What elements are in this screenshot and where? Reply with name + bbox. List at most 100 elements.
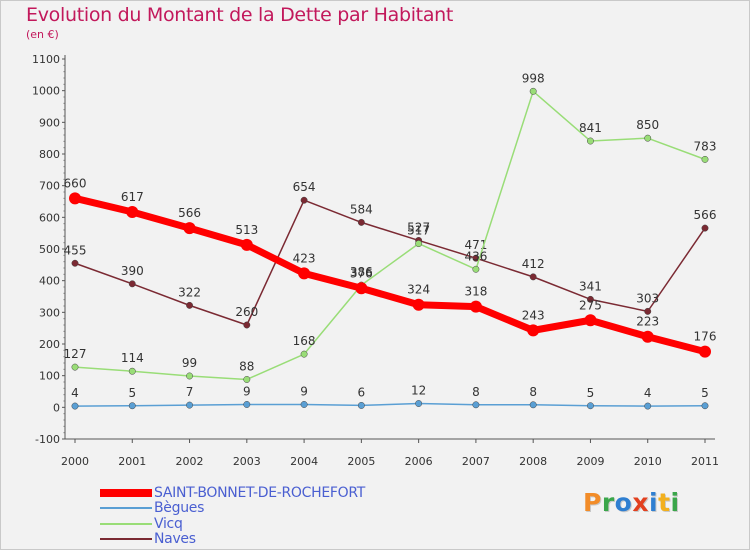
data-point-begues xyxy=(472,401,480,409)
data-point-begues xyxy=(300,401,308,408)
data-label-vicq: 168 xyxy=(293,334,316,348)
data-point-saint-bonnet-de-rochefort xyxy=(183,222,196,235)
data-point-begues xyxy=(644,402,652,410)
x-tick-label: 2001 xyxy=(118,455,146,468)
data-point-begues xyxy=(243,401,251,408)
data-point-begues xyxy=(415,400,423,407)
data-point-naves xyxy=(300,196,308,204)
data-point-begues xyxy=(357,401,365,409)
data-label-vicq: 998 xyxy=(522,71,545,85)
y-tick-label: 1100 xyxy=(32,53,60,66)
legend-item: Naves xyxy=(100,531,365,547)
data-label-naves: 303 xyxy=(636,291,659,305)
data-point-begues xyxy=(186,401,193,409)
data-label-vicq: 99 xyxy=(182,356,197,370)
data-label-begues: 4 xyxy=(71,386,79,400)
chart-legend: SAINT-BONNET-DE-ROCHEFORT Bègues Vicq Naves xyxy=(100,485,365,547)
series-line-saint-bonnet-de-rochefort xyxy=(71,194,709,356)
data-label-naves: 390 xyxy=(121,264,144,278)
series-line-vicq xyxy=(74,90,706,381)
data-label-begues: 6 xyxy=(358,385,366,399)
data-label-saint-bonnet-de-rochefort: 423 xyxy=(293,251,316,265)
legend-swatch xyxy=(100,488,152,497)
x-tick-label: 2007 xyxy=(462,455,490,468)
data-label-vicq: 436 xyxy=(464,249,487,263)
x-tick-label: 2003 xyxy=(233,455,261,468)
data-point-naves xyxy=(243,321,251,329)
data-point-vicq xyxy=(472,265,480,273)
data-label-begues: 8 xyxy=(472,385,480,399)
data-point-vicq xyxy=(701,155,709,163)
x-tick-label: 2005 xyxy=(347,455,375,468)
data-point-vicq xyxy=(71,363,79,371)
x-tick-label: 2008 xyxy=(519,455,547,468)
data-point-vicq xyxy=(529,87,537,95)
data-label-begues: 5 xyxy=(587,386,595,400)
data-label-begues: 9 xyxy=(300,384,308,398)
data-point-saint-bonnet-de-rochefort xyxy=(355,282,368,295)
data-point-saint-bonnet-de-rochefort xyxy=(699,345,711,358)
data-label-saint-bonnet-de-rochefort: 243 xyxy=(522,308,545,322)
legend-swatch xyxy=(100,538,152,541)
data-label-naves: 471 xyxy=(464,238,487,252)
data-point-vicq xyxy=(243,376,251,383)
chart-title: Evolution du Montant de la Dette par Hab… xyxy=(26,4,454,26)
data-label-saint-bonnet-de-rochefort: 660 xyxy=(64,176,87,190)
data-label-begues: 4 xyxy=(644,386,652,400)
data-label-naves: 322 xyxy=(178,285,201,299)
data-label-naves: 584 xyxy=(350,202,373,216)
chart-unit-label: (en €) xyxy=(26,28,59,41)
data-point-vicq xyxy=(300,350,308,358)
data-point-naves xyxy=(71,259,79,267)
data-point-naves xyxy=(701,224,709,232)
y-tick-label: 700 xyxy=(39,180,60,193)
x-tick-label: 2002 xyxy=(176,455,204,468)
data-point-saint-bonnet-de-rochefort xyxy=(527,324,540,337)
data-label-begues: 5 xyxy=(128,386,136,400)
data-label-saint-bonnet-de-rochefort: 566 xyxy=(178,206,201,220)
data-point-saint-bonnet-de-rochefort xyxy=(298,267,311,280)
data-label-naves: 341 xyxy=(579,279,602,293)
legend-swatch xyxy=(100,522,152,525)
data-point-begues xyxy=(128,402,136,410)
data-label-naves: 455 xyxy=(64,243,87,257)
data-label-saint-bonnet-de-rochefort: 275 xyxy=(579,298,602,312)
data-point-naves xyxy=(357,218,365,226)
data-point-vicq xyxy=(587,137,594,145)
data-label-naves: 260 xyxy=(235,305,258,319)
data-point-begues xyxy=(587,402,594,410)
legend-item: Vicq xyxy=(100,516,365,532)
data-label-vicq: 88 xyxy=(239,359,254,373)
y-tick-label: 200 xyxy=(39,338,60,351)
data-point-vicq xyxy=(128,367,136,375)
data-point-naves xyxy=(587,295,594,303)
data-label-saint-bonnet-de-rochefort: 376 xyxy=(350,266,373,280)
data-point-naves xyxy=(529,273,537,281)
x-tick-label: 2004 xyxy=(290,455,318,468)
data-label-naves: 566 xyxy=(694,208,717,222)
data-point-naves xyxy=(186,301,193,309)
y-tick-label: 0 xyxy=(53,401,60,414)
data-point-saint-bonnet-de-rochefort xyxy=(69,192,81,205)
data-point-vicq xyxy=(644,134,652,142)
data-label-vicq: 114 xyxy=(121,351,144,365)
data-point-saint-bonnet-de-rochefort xyxy=(469,300,482,313)
data-label-begues: 8 xyxy=(529,385,537,399)
y-tick-label: 800 xyxy=(39,148,60,161)
y-tick-label: 600 xyxy=(39,211,60,224)
series-line-naves xyxy=(74,199,706,326)
data-label-vicq: 841 xyxy=(579,121,602,135)
data-point-naves xyxy=(644,307,652,315)
data-label-vicq: 850 xyxy=(636,118,659,132)
data-label-naves: 527 xyxy=(407,220,430,234)
data-label-begues: 5 xyxy=(701,386,709,400)
y-tick-label: 900 xyxy=(39,116,60,129)
data-label-saint-bonnet-de-rochefort: 318 xyxy=(464,285,487,299)
data-point-begues xyxy=(701,402,709,410)
proxiti-logo: Proxiti xyxy=(583,488,680,517)
data-point-saint-bonnet-de-rochefort xyxy=(126,205,139,218)
data-label-saint-bonnet-de-rochefort: 324 xyxy=(407,283,430,297)
y-tick-label: 1000 xyxy=(32,85,60,98)
legend-item: SAINT-BONNET-DE-ROCHEFORT xyxy=(100,485,365,501)
legend-label: Bègues xyxy=(154,500,205,517)
